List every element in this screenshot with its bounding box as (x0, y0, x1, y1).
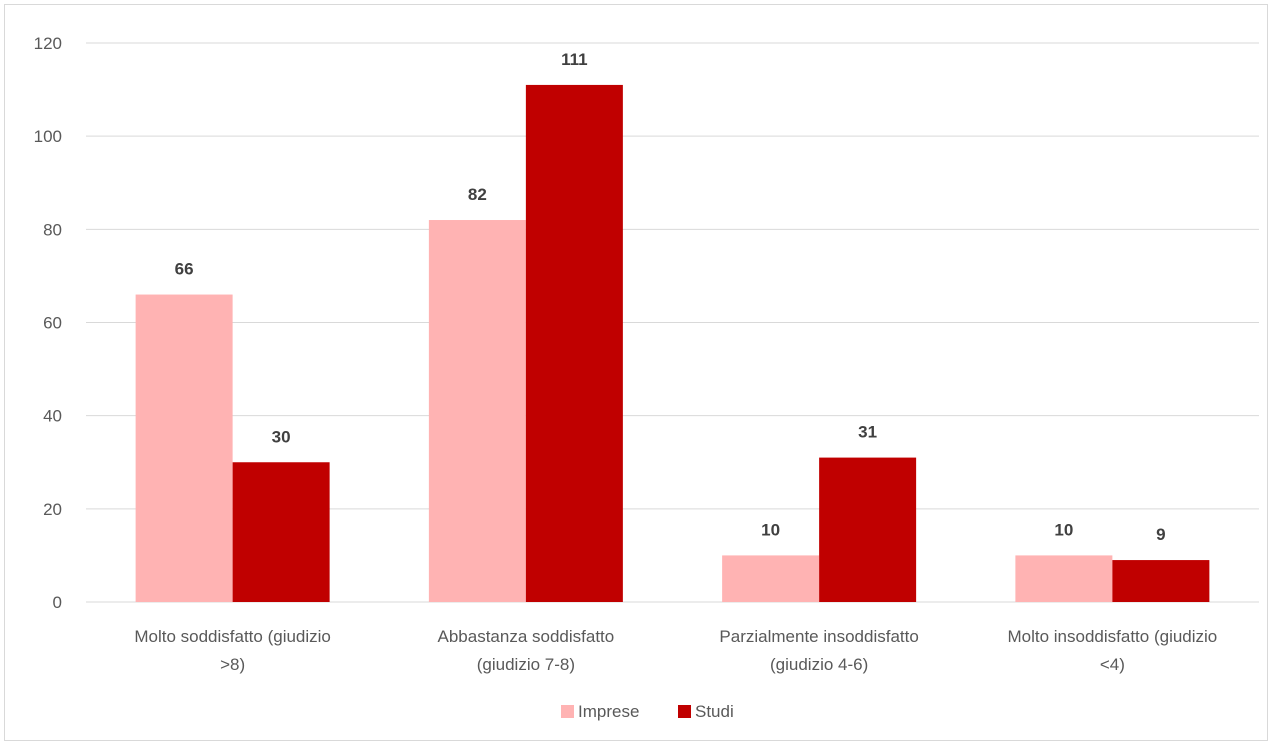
y-tick-label: 100 (34, 127, 62, 146)
x-category-label: Molto insoddisfatto (giudizio (1007, 627, 1217, 646)
data-label: 30 (272, 427, 291, 446)
x-category-label: (giudizio 4-6) (770, 655, 868, 674)
bar-studi (1112, 560, 1210, 602)
data-label: 10 (1054, 520, 1073, 539)
data-label: 111 (561, 50, 588, 69)
bar-studi (232, 462, 330, 602)
legend-swatch-studi (678, 705, 691, 718)
data-label: 66 (175, 260, 194, 279)
bar-studi (525, 84, 623, 603)
y-tick-label: 80 (43, 220, 62, 239)
bar-imprese (1015, 555, 1113, 602)
y-tick-label: 0 (53, 593, 62, 612)
y-tick-label: 40 (43, 407, 62, 426)
x-category-label: >8) (220, 655, 245, 674)
bar-imprese (722, 555, 820, 602)
data-label: 10 (761, 520, 780, 539)
data-label: 9 (1156, 525, 1165, 544)
x-category-label: Parzialmente insoddisfatto (719, 627, 918, 646)
legend-label-imprese: Imprese (578, 702, 639, 721)
legend-label-studi: Studi (695, 702, 734, 721)
legend-swatch-imprese (561, 705, 574, 718)
x-category-label: Molto soddisfatto (giudizio (134, 627, 331, 646)
y-tick-label: 20 (43, 500, 62, 519)
x-category-label: <4) (1100, 655, 1125, 674)
x-category-label: Abbastanza soddisfatto (438, 627, 615, 646)
bar-imprese (135, 294, 233, 602)
bar-imprese (428, 220, 526, 602)
bar-studi (819, 457, 917, 602)
data-label: 82 (468, 185, 487, 204)
y-tick-label: 60 (43, 314, 62, 333)
x-category-label: (giudizio 7-8) (477, 655, 575, 674)
data-label: 31 (858, 423, 877, 442)
y-tick-label: 120 (34, 34, 62, 53)
